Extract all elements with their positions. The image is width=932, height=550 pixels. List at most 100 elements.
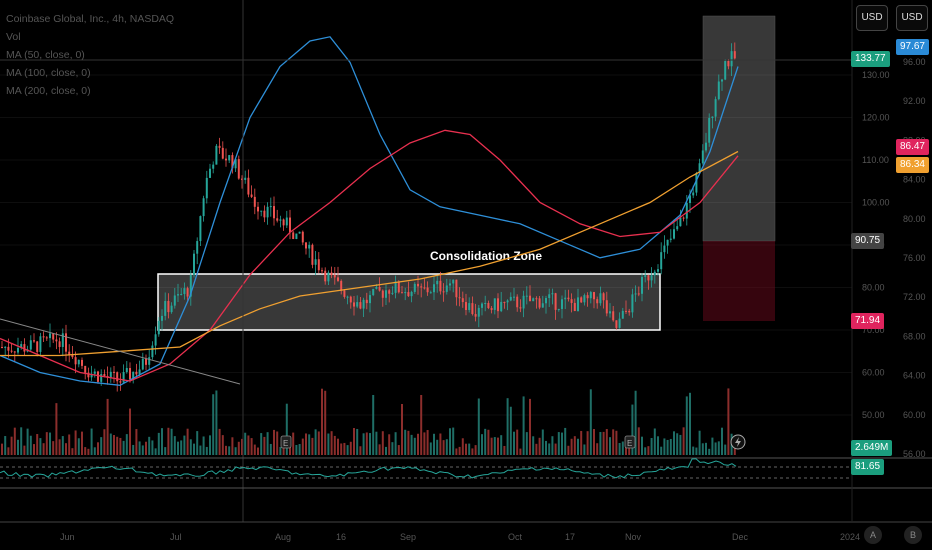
log-scale-button[interactable]: B (904, 526, 922, 544)
candle-body (90, 373, 93, 378)
candle-body (628, 310, 631, 313)
volume-bar (391, 442, 394, 455)
volume-bar (429, 442, 432, 455)
candle-body (660, 252, 663, 270)
candle-body (551, 293, 554, 295)
candle-body (279, 219, 282, 221)
y-tick-label-right: 76.00 (903, 253, 926, 263)
earnings-icon[interactable]: E (280, 435, 292, 449)
volume-bar (637, 427, 640, 455)
candle-body (657, 269, 659, 272)
x-tick-label: Jun (60, 532, 75, 542)
candle-body (7, 346, 10, 351)
volume-bar (733, 447, 736, 455)
currency-button-right[interactable]: USD (896, 5, 928, 31)
volume-bar (1, 443, 3, 455)
volume-bar (372, 394, 375, 455)
auto-scale-button[interactable]: A (864, 526, 882, 544)
volume-bar (7, 447, 10, 455)
earnings-icon[interactable]: E (624, 435, 636, 449)
candle-body (637, 293, 640, 295)
currency-button-left[interactable]: USD (856, 5, 888, 31)
volume-bar (49, 432, 51, 455)
candle-body (391, 292, 394, 294)
candle-body (442, 291, 445, 293)
volume-bar (522, 396, 525, 455)
candle-body (231, 155, 234, 169)
volume-bar (474, 445, 477, 455)
candle-body (634, 293, 637, 295)
volume-bar (647, 446, 650, 455)
volume-bar (58, 439, 61, 455)
candle-body (317, 259, 320, 271)
volume-bar (634, 390, 637, 455)
volume-bar (509, 406, 512, 455)
volume-bar (673, 431, 675, 455)
candle-body (669, 238, 672, 240)
volume-bar (337, 438, 339, 455)
volume-bar (580, 430, 583, 455)
ma-50-line (0, 36, 739, 386)
volume-bar (385, 446, 387, 455)
candle-body (330, 272, 333, 276)
candle-body (673, 229, 675, 239)
lightning-icon[interactable] (730, 434, 746, 450)
candle-body (420, 286, 423, 288)
legend-ma50: MA (50, close, 0) (6, 49, 85, 61)
volume-bar (212, 394, 215, 455)
candle-body (49, 333, 51, 339)
candle-body (689, 195, 691, 203)
candle-body (276, 218, 279, 221)
candle-body (605, 300, 608, 314)
volume-bar (628, 447, 631, 455)
candle-body (503, 301, 506, 303)
volume-bar (657, 436, 659, 455)
candle-body (282, 219, 285, 226)
y-tick-label: 110.00 (862, 155, 889, 165)
volume-bar (669, 438, 672, 455)
candle-body (17, 347, 19, 353)
chart-grid (0, 74, 852, 416)
volume-bar (641, 436, 643, 455)
candle-body (4, 346, 7, 348)
candle-body (29, 340, 32, 350)
candle-body (471, 303, 474, 315)
volume-bar (554, 443, 557, 455)
candle-body (308, 244, 311, 249)
consolidation-zone: Consolidation Zone (157, 249, 661, 331)
candle-body (212, 164, 215, 169)
candle-body (433, 284, 435, 293)
candle-body (241, 178, 243, 180)
candle-body (484, 303, 487, 305)
candle-body (426, 287, 429, 293)
candle-body (724, 60, 727, 80)
candle-body (196, 241, 199, 254)
volume-bar (525, 432, 528, 455)
volume-bar (676, 433, 679, 455)
candle-body (481, 303, 483, 308)
volume-bar (167, 427, 170, 455)
volume-bar (449, 428, 451, 455)
volume-bar (625, 446, 627, 455)
candle-body (109, 371, 112, 378)
candle-body (250, 194, 253, 197)
volume-bar (420, 394, 423, 455)
volume-bar (10, 436, 13, 455)
x-tick-label: Dec (732, 532, 749, 542)
volume-bar (689, 392, 691, 455)
candle-body (439, 280, 442, 292)
candle-body (525, 295, 528, 297)
volume-bar (714, 442, 717, 455)
volume-bar (650, 438, 653, 455)
y-tick-label-right: 56.00 (903, 449, 926, 459)
volume-bar (161, 428, 163, 455)
candle-body (586, 295, 589, 299)
last-price-tag: 133.77 (851, 51, 890, 67)
volume-bar (295, 444, 298, 455)
volume-bar (445, 439, 448, 455)
candle-body (705, 142, 707, 151)
volume-bar (141, 445, 144, 455)
volume-bar (132, 444, 135, 455)
volume-bar (577, 438, 579, 455)
